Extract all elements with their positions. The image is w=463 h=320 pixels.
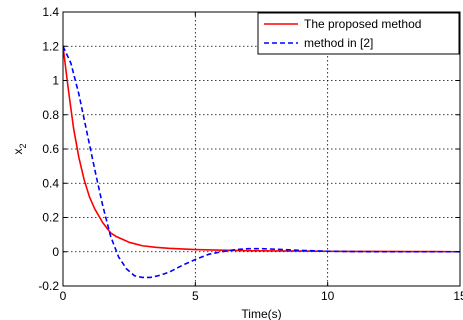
y-tick-label-6: 1 bbox=[52, 74, 59, 88]
y-tick-label-3: 0.4 bbox=[42, 176, 59, 190]
x-tick-label-0: 0 bbox=[60, 289, 67, 303]
grid bbox=[63, 12, 460, 286]
y-axis-label-main: x bbox=[11, 149, 25, 155]
x-tick-labels: 0 5 10 15 bbox=[60, 289, 463, 303]
y-tick-label-5: 0.8 bbox=[42, 108, 59, 122]
x-axis-label: Time(s) bbox=[241, 307, 281, 320]
x-tick-label-2: 10 bbox=[321, 289, 335, 303]
series-line-1 bbox=[63, 45, 460, 279]
y-tick-label-0: -0.2 bbox=[38, 279, 59, 293]
y-tick-label-7: 1.2 bbox=[42, 39, 59, 53]
y-tick-label-2: 0.2 bbox=[42, 211, 59, 225]
x-tick-label-3: 15 bbox=[453, 289, 463, 303]
legend-label-proposed: The proposed method bbox=[304, 17, 421, 31]
y-tick-label-4: 0.6 bbox=[42, 142, 59, 156]
legend-label-method2: method in [2] bbox=[304, 36, 373, 50]
legend: The proposed method method in [2] bbox=[257, 12, 460, 55]
y-axis-label-subscript: 2 bbox=[18, 143, 28, 148]
x-tick-label-1: 5 bbox=[192, 289, 199, 303]
legend-box bbox=[257, 12, 460, 55]
y-tick-label-8: 1.4 bbox=[42, 5, 59, 19]
y-tick-labels: -0.2 0 0.2 0.4 0.6 0.8 1 1.2 1.4 bbox=[38, 5, 59, 293]
series-layer bbox=[63, 45, 460, 279]
y-tick-label-1: 0 bbox=[52, 245, 59, 259]
ticks bbox=[62, 11, 461, 287]
y-axis-label: x2 bbox=[11, 143, 28, 154]
